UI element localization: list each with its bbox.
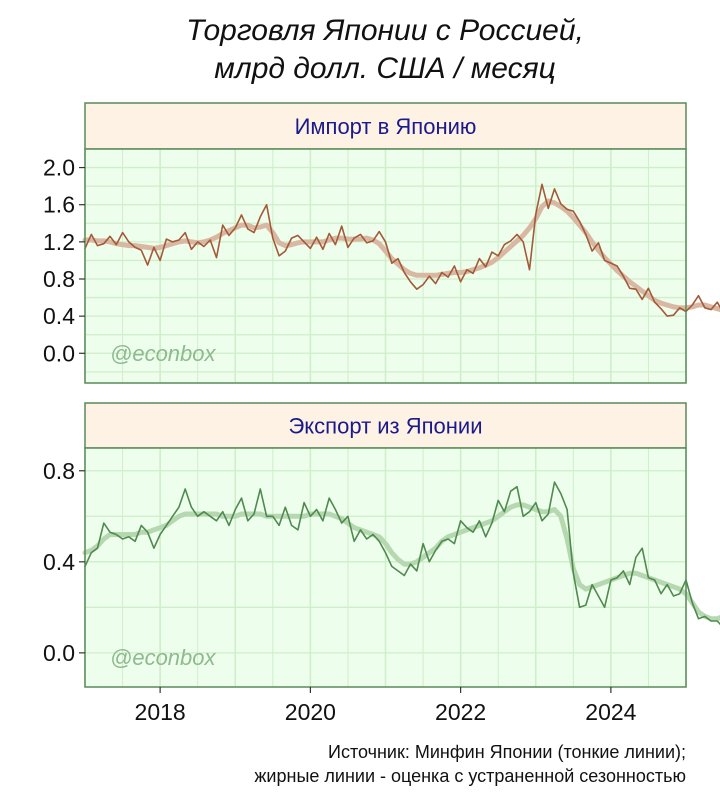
y-tick-label: 0.4	[43, 549, 75, 575]
panel-import: Импорт в Японию @econbox 0.0 0.4 0.8 1.2 1.6 2.…	[43, 102, 720, 384]
panel-export: Экспорт из Японии @econbox 0.0 0.4 0.8	[43, 402, 720, 688]
x-tick-label: 2024	[585, 699, 636, 725]
chart-title-line1: Торговля Японии с Россией,	[186, 14, 584, 47]
strip-export-bg	[84, 402, 687, 449]
source-line1: Источник: Минфин Японии (тонкие линии);	[328, 742, 686, 762]
x-axis: 2018 2020 2022 2024	[135, 687, 637, 725]
y-tick-label: 0.8	[43, 266, 75, 292]
x-tick-label: 2020	[285, 699, 336, 725]
panels: Импорт в Японию @econbox 0.0 0.4 0.8 1.2 1.6 2.…	[43, 102, 720, 688]
y-tick-label: 2.0	[43, 155, 75, 181]
chart-title-line2: млрд долл. США / месяц	[214, 52, 556, 85]
y-tick-label: 1.6	[43, 192, 75, 218]
y-tick-label: 0.8	[43, 458, 75, 484]
y-tick-label: 1.2	[43, 229, 75, 255]
y-tick-label: 0.0	[43, 640, 75, 666]
watermark-export: @econbox	[110, 645, 217, 670]
x-tick-label: 2022	[435, 699, 486, 725]
series-export-monthly	[84, 481, 720, 626]
plot-border-import	[84, 148, 687, 384]
series-import-monthly	[84, 183, 720, 317]
watermark-import: @econbox	[110, 341, 217, 366]
plot-border-export	[84, 447, 687, 688]
y-tick-label: 0.0	[43, 340, 75, 366]
strip-export-label: Экспорт из Японии	[288, 414, 482, 439]
source-line2: жирные линии - оценка с устраненной сезо…	[254, 766, 686, 786]
x-tick-label: 2018	[135, 699, 186, 725]
y-tick-label: 0.4	[43, 303, 75, 329]
strip-import-label: Импорт в Японию	[295, 114, 477, 139]
strip-import-bg	[84, 102, 687, 150]
